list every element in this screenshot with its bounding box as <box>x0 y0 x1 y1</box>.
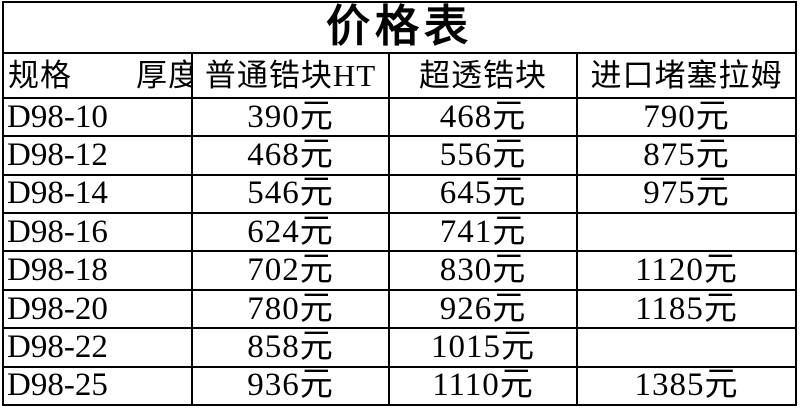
page-title: 价格表 <box>2 1 797 54</box>
column-header-ordinary: 普通锆块HT <box>191 51 390 99</box>
price-cell: 390元 <box>191 96 390 138</box>
spec-cell: D98-18 <box>2 250 193 291</box>
price-cell: 1120元 <box>576 250 797 291</box>
price-cell: 468元 <box>388 96 578 138</box>
column-header-super: 超透锆块 <box>388 51 578 99</box>
spec-cell: D98-16 <box>2 212 193 253</box>
price-cell: 546元 <box>191 173 390 215</box>
spec-cell: D98-10 <box>2 96 193 138</box>
price-cell: 780元 <box>191 288 390 330</box>
price-cell <box>576 327 797 368</box>
table-row: D98-20 780元 926元 1185元 <box>2 288 797 330</box>
price-cell: 645元 <box>388 173 578 215</box>
table-row: D98-18 702元 830元 1120元 <box>2 250 797 291</box>
price-cell: 556元 <box>388 135 578 176</box>
price-cell <box>576 212 797 253</box>
column-header-spec: 规格 厚度 <box>2 51 193 99</box>
spec-cell: D98-12 <box>2 135 193 176</box>
price-cell: 702元 <box>191 250 390 291</box>
price-cell: 1385元 <box>576 365 797 407</box>
header-row: 规格 厚度 普通锆块HT 超透锆块 进口堵塞拉姆 <box>2 51 797 99</box>
price-cell: 936元 <box>191 365 390 407</box>
price-cell: 741元 <box>388 212 578 253</box>
spec-cell: D98-25 <box>2 365 193 407</box>
price-cell: 1015元 <box>388 327 578 368</box>
table-row: D98-10 390元 468元 790元 <box>2 96 797 138</box>
price-cell: 1110元 <box>388 365 578 407</box>
title-row: 价格表 <box>2 1 797 54</box>
table-row: D98-25 936元 1110元 1385元 <box>2 365 797 407</box>
table-row: D98-14 546元 645元 975元 <box>2 173 797 215</box>
column-header-import: 进口堵塞拉姆 <box>576 51 797 99</box>
spec-cell: D98-22 <box>2 327 193 368</box>
price-cell: 926元 <box>388 288 578 330</box>
price-cell: 858元 <box>191 327 390 368</box>
spec-cell: D98-14 <box>2 173 193 215</box>
price-cell: 1185元 <box>576 288 797 330</box>
price-cell: 624元 <box>191 212 390 253</box>
price-cell: 875元 <box>576 135 797 176</box>
price-cell: 468元 <box>191 135 390 176</box>
price-cell: 830元 <box>388 250 578 291</box>
table-row: D98-22 858元 1015元 <box>2 327 797 368</box>
table-row: D98-16 624元 741元 <box>2 212 797 253</box>
spec-cell: D98-20 <box>2 288 193 330</box>
price-cell: 975元 <box>576 173 797 215</box>
table-row: D98-12 468元 556元 875元 <box>2 135 797 176</box>
price-cell: 790元 <box>576 96 797 138</box>
